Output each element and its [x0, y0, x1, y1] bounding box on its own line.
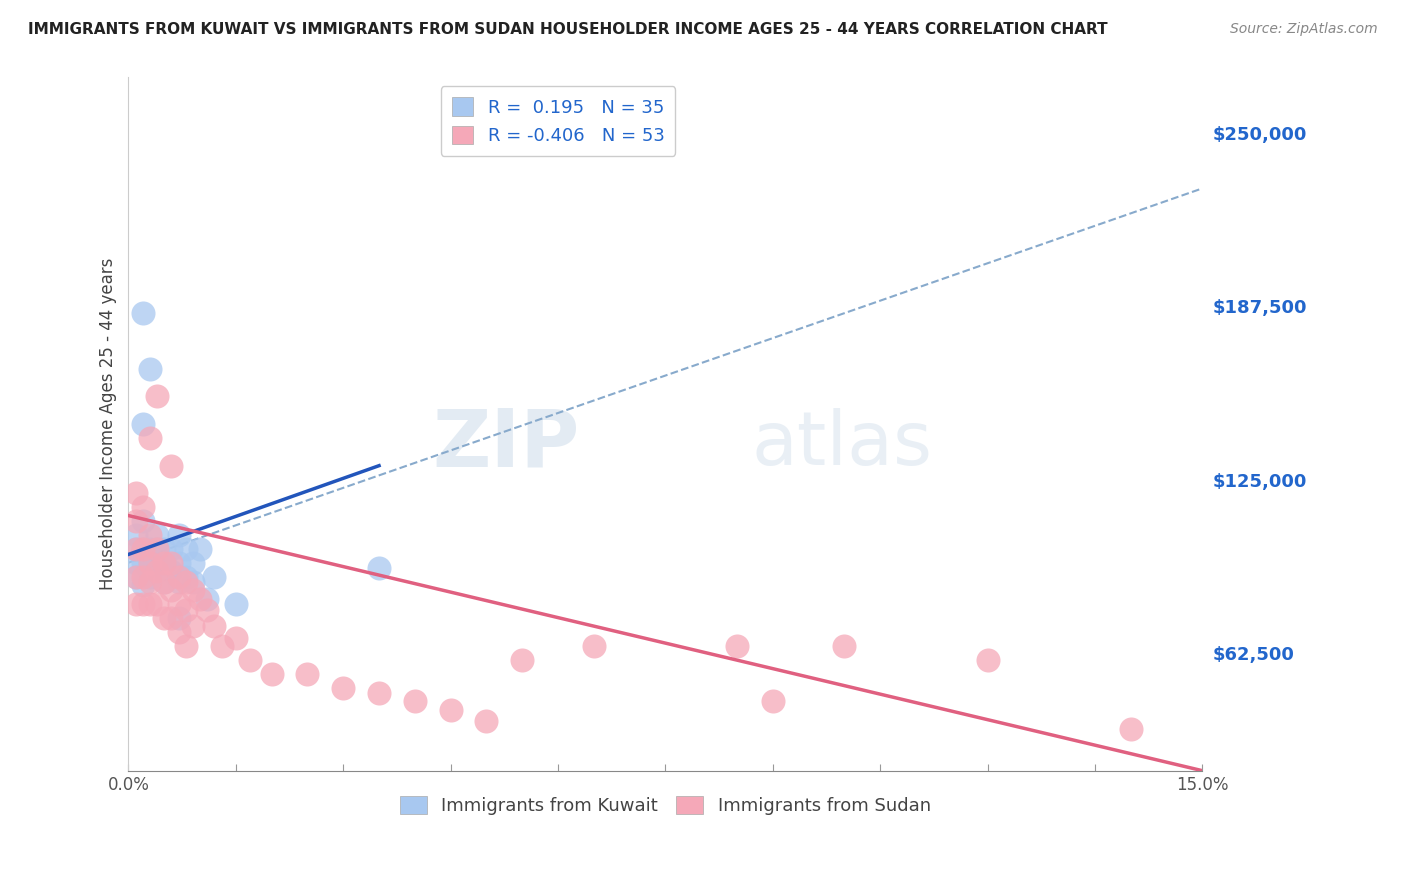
Point	[153, 575, 176, 590]
Point	[174, 639, 197, 653]
Point	[181, 556, 204, 570]
Point	[132, 541, 155, 556]
Point	[146, 389, 169, 403]
Point	[725, 639, 748, 653]
Point	[132, 597, 155, 611]
Point	[124, 569, 146, 583]
Point	[139, 556, 162, 570]
Point	[211, 639, 233, 653]
Point	[834, 639, 856, 653]
Point	[160, 564, 183, 578]
Point	[139, 431, 162, 445]
Point	[239, 653, 262, 667]
Point	[202, 569, 225, 583]
Point	[167, 597, 190, 611]
Y-axis label: Householder Income Ages 25 - 44 years: Householder Income Ages 25 - 44 years	[100, 258, 117, 591]
Point	[174, 575, 197, 590]
Point	[167, 528, 190, 542]
Point	[132, 514, 155, 528]
Point	[124, 541, 146, 556]
Point	[124, 486, 146, 500]
Point	[139, 541, 162, 556]
Point	[174, 569, 197, 583]
Point	[160, 583, 183, 598]
Point	[124, 528, 146, 542]
Point	[146, 556, 169, 570]
Point	[167, 575, 190, 590]
Point	[181, 619, 204, 633]
Point	[368, 686, 391, 700]
Point	[188, 541, 211, 556]
Point	[260, 666, 283, 681]
Point	[146, 597, 169, 611]
Text: atlas: atlas	[751, 409, 932, 482]
Legend: Immigrants from Kuwait, Immigrants from Sudan: Immigrants from Kuwait, Immigrants from …	[391, 787, 941, 824]
Point	[195, 591, 218, 606]
Point	[195, 603, 218, 617]
Point	[174, 603, 197, 617]
Point	[202, 619, 225, 633]
Point	[132, 578, 155, 592]
Point	[139, 575, 162, 590]
Point	[225, 597, 247, 611]
Point	[146, 564, 169, 578]
Point	[174, 541, 197, 556]
Point	[181, 575, 204, 590]
Point	[124, 597, 146, 611]
Point	[146, 541, 169, 556]
Point	[132, 569, 155, 583]
Point	[139, 569, 162, 583]
Point	[160, 541, 183, 556]
Text: IMMIGRANTS FROM KUWAIT VS IMMIGRANTS FROM SUDAN HOUSEHOLDER INCOME AGES 25 - 44 : IMMIGRANTS FROM KUWAIT VS IMMIGRANTS FRO…	[28, 22, 1108, 37]
Point	[181, 583, 204, 598]
Point	[475, 714, 498, 728]
Point	[167, 611, 190, 625]
Point	[132, 417, 155, 431]
Point	[124, 541, 146, 556]
Point	[153, 541, 176, 556]
Point	[153, 556, 176, 570]
Point	[762, 694, 785, 708]
Point	[132, 500, 155, 515]
Point	[440, 703, 463, 717]
Point	[368, 561, 391, 575]
Point	[976, 653, 998, 667]
Point	[139, 597, 162, 611]
Point	[153, 575, 176, 590]
Point	[160, 611, 183, 625]
Point	[582, 639, 605, 653]
Point	[139, 361, 162, 376]
Point	[153, 611, 176, 625]
Point	[132, 556, 155, 570]
Text: Source: ZipAtlas.com: Source: ZipAtlas.com	[1230, 22, 1378, 37]
Point	[404, 694, 426, 708]
Point	[167, 569, 190, 583]
Point	[167, 556, 190, 570]
Point	[153, 556, 176, 570]
Point	[160, 556, 183, 570]
Point	[132, 306, 155, 320]
Point	[139, 556, 162, 570]
Point	[139, 528, 162, 542]
Point	[146, 528, 169, 542]
Point	[225, 631, 247, 645]
Point	[160, 458, 183, 473]
Point	[132, 541, 155, 556]
Text: ZIP: ZIP	[432, 406, 579, 483]
Point	[124, 556, 146, 570]
Point	[297, 666, 319, 681]
Point	[124, 514, 146, 528]
Point	[332, 681, 354, 695]
Point	[510, 653, 533, 667]
Point	[1119, 722, 1142, 736]
Point	[124, 569, 146, 583]
Point	[188, 591, 211, 606]
Point	[167, 625, 190, 640]
Point	[146, 541, 169, 556]
